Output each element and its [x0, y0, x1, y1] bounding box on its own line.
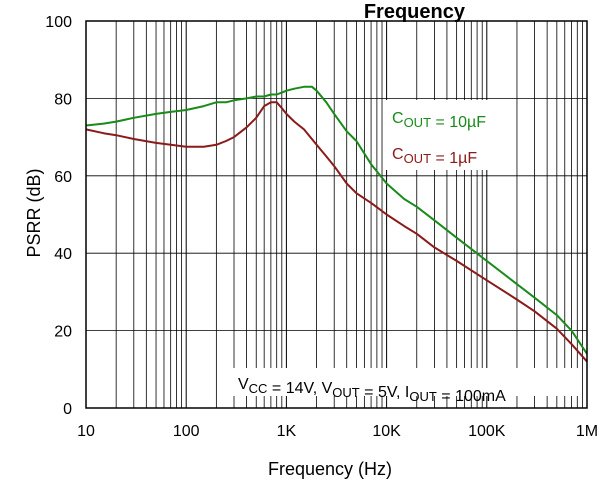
y-tick-label: 0 — [63, 401, 72, 418]
y-tick-label: 40 — [54, 246, 72, 263]
y-tick-label: 100 — [45, 14, 72, 31]
conditions-annotation: VCC = 14V, VOUT = 5V, IOUT = 100mA — [232, 368, 580, 405]
legend-label-cout-1uf: COUT = 1µF — [392, 146, 477, 167]
y-tick-label: 80 — [54, 91, 72, 108]
x-tick-label: 10 — [77, 423, 95, 440]
y-axis-title: PSRR (dB) — [24, 168, 44, 257]
x-tick-label: 1K — [277, 423, 297, 440]
y-tick-label: 20 — [54, 324, 72, 341]
x-axis-title: Frequency (Hz) — [268, 459, 392, 479]
chart-title: Frequency — [364, 1, 466, 23]
legend: COUT = 10µF COUT = 1µF — [386, 100, 516, 170]
annotation-background — [232, 368, 580, 396]
x-tick-label: 100 — [173, 423, 200, 440]
legend-label-cout-10uf: COUT = 10µF — [392, 110, 486, 131]
x-tick-label: 100K — [468, 423, 506, 440]
series-line-cout-1uf — [85, 101, 588, 363]
series-layer — [85, 85, 588, 363]
plot-frame — [85, 20, 588, 409]
y-tick-label: 60 — [54, 169, 72, 186]
series-line-cout-10uf — [85, 85, 588, 355]
grid — [85, 20, 587, 409]
legend-background — [386, 100, 516, 170]
conditions-text: VCC = 14V, VOUT = 5V, IOUT = 100mA — [238, 376, 506, 405]
x-tick-label: 10K — [372, 423, 401, 440]
tick-labels: 10 100 1K 10K 100K 1M 0 20 40 60 80 100 — [45, 14, 598, 440]
x-tick-label: 1M — [576, 423, 598, 440]
